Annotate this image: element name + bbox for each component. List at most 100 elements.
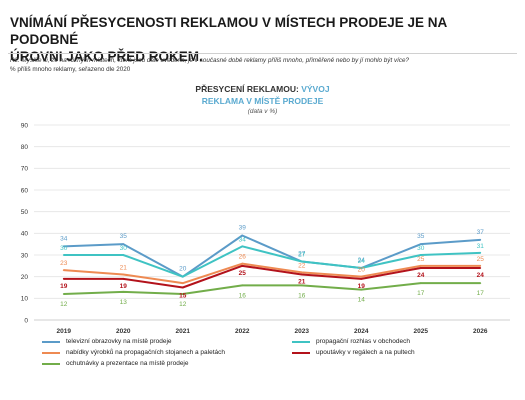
- data-point: [122, 254, 125, 256]
- data-point: [300, 260, 303, 263]
- legend-label: nabídky výrobků na propagačních stojanec…: [66, 349, 225, 356]
- data-label: 19: [120, 283, 128, 290]
- legend-item: upoutávky v regálech a na pultech: [292, 349, 415, 356]
- data-label: 39: [239, 225, 247, 232]
- data-label: 21: [298, 279, 306, 286]
- data-label: 34: [60, 235, 68, 242]
- y-tick-label: 80: [21, 144, 29, 151]
- data-point: [62, 293, 65, 295]
- data-point: [419, 243, 422, 246]
- y-tick-label: 0: [24, 317, 28, 324]
- data-label: 24: [358, 258, 366, 265]
- data-point: [241, 245, 244, 248]
- chart-unit-note: (data v %): [247, 108, 278, 115]
- data-point: [300, 271, 303, 274]
- data-point: [479, 282, 482, 285]
- y-tick-label: 20: [21, 274, 29, 281]
- data-label: 23: [60, 260, 68, 267]
- data-point: [479, 238, 482, 241]
- x-tick-label: 2021: [176, 328, 191, 335]
- data-label: 17: [477, 290, 485, 297]
- legend-swatch: [292, 351, 310, 354]
- data-point: [419, 264, 422, 267]
- chart-title-part-2: VÝVOJ: [301, 84, 330, 94]
- data-label: 37: [477, 229, 485, 236]
- data-point: [479, 267, 482, 269]
- x-tick-label: 2019: [57, 328, 72, 335]
- chart-subtitle: REKLAMA V MÍSTĚ PRODEJE: [201, 96, 324, 106]
- data-label: 12: [60, 301, 68, 308]
- data-point: [181, 275, 184, 278]
- data-point: [122, 290, 125, 293]
- legend-label: televizní obrazovky na místě prodeje: [66, 338, 172, 345]
- data-point: [62, 245, 65, 248]
- data-label: 25: [477, 256, 485, 263]
- data-point: [419, 282, 422, 285]
- legend-label: ochutnávky a prezentace na místě prodeje: [66, 360, 189, 367]
- series-line: [63, 262, 481, 285]
- x-tick-label: 2023: [295, 328, 310, 335]
- data-point: [62, 277, 65, 280]
- data-label: 24: [417, 272, 425, 279]
- legend-item: propagační rozhlas v obchodech: [292, 338, 410, 345]
- chart-title-part-1: PŘESYCENÍ REKLAMOU:: [195, 84, 299, 94]
- x-tick-label: 2020: [116, 328, 131, 335]
- y-tick-label: 70: [21, 166, 29, 173]
- data-point: [419, 267, 422, 269]
- y-tick-label: 10: [21, 296, 29, 303]
- data-point: [241, 234, 244, 237]
- data-label: 27: [298, 251, 306, 258]
- data-label: 13: [120, 299, 128, 306]
- data-label: 19: [358, 283, 366, 290]
- legend-swatch: [42, 340, 60, 343]
- legend-label: propagační rozhlas v obchodech: [316, 338, 410, 345]
- data-label: 15: [179, 293, 187, 300]
- y-tick-label: 60: [21, 187, 29, 194]
- chart-title: PŘESYCENÍ REKLAMOU: VÝVOJ: [0, 84, 525, 95]
- data-label: 16: [298, 292, 306, 299]
- legend-label: upoutávky v regálech a na pultech: [316, 349, 415, 356]
- data-point: [62, 254, 65, 256]
- data-label: 24: [358, 257, 366, 264]
- y-tick-label: 30: [21, 252, 29, 259]
- data-label: 25: [239, 270, 247, 277]
- legend-item: ochutnávky a prezentace na místě prodeje: [42, 360, 189, 367]
- data-point: [122, 273, 125, 276]
- data-label: 16: [239, 292, 247, 299]
- data-point: [122, 277, 125, 280]
- data-label: 12: [179, 301, 187, 308]
- headline-line-2: ÚROVNI JAKO PŘED ROKEM.: [10, 49, 203, 64]
- data-label: 25: [417, 256, 425, 263]
- data-label: 30: [60, 245, 68, 252]
- data-label: 30: [417, 245, 425, 252]
- data-point: [241, 284, 244, 287]
- data-point: [181, 293, 184, 295]
- data-point: [122, 243, 125, 246]
- series-line: [63, 234, 481, 278]
- data-label: 27: [298, 252, 306, 259]
- x-tick-label: 2025: [414, 328, 429, 335]
- data-label: 22: [298, 262, 306, 269]
- legend-item: nabídky výrobků na propagačních stojanec…: [42, 349, 225, 356]
- series-line: [63, 264, 481, 289]
- data-label: 31: [477, 243, 485, 250]
- survey-question: R2. Myslíte si, že na různých místech, k…: [10, 57, 409, 64]
- data-label: 20: [179, 266, 187, 273]
- data-point: [62, 269, 65, 272]
- data-point: [360, 277, 363, 280]
- data-label: 17: [417, 290, 425, 297]
- data-label: 34: [239, 236, 247, 243]
- page-headline: VNÍMÁNÍ PŘESYCENOSTI REKLAMOU V MÍSTECH …: [10, 14, 470, 65]
- legend-swatch: [292, 340, 310, 343]
- x-tick-label: 2022: [235, 328, 250, 335]
- data-label: 26: [239, 254, 247, 261]
- y-tick-label: 40: [21, 231, 29, 238]
- data-label: 24: [477, 272, 485, 279]
- y-tick-label: 90: [21, 122, 29, 129]
- legend-swatch: [42, 362, 60, 365]
- data-point: [419, 254, 422, 256]
- data-label: 30: [120, 245, 128, 252]
- series-line: [63, 282, 481, 295]
- series-line: [63, 245, 481, 278]
